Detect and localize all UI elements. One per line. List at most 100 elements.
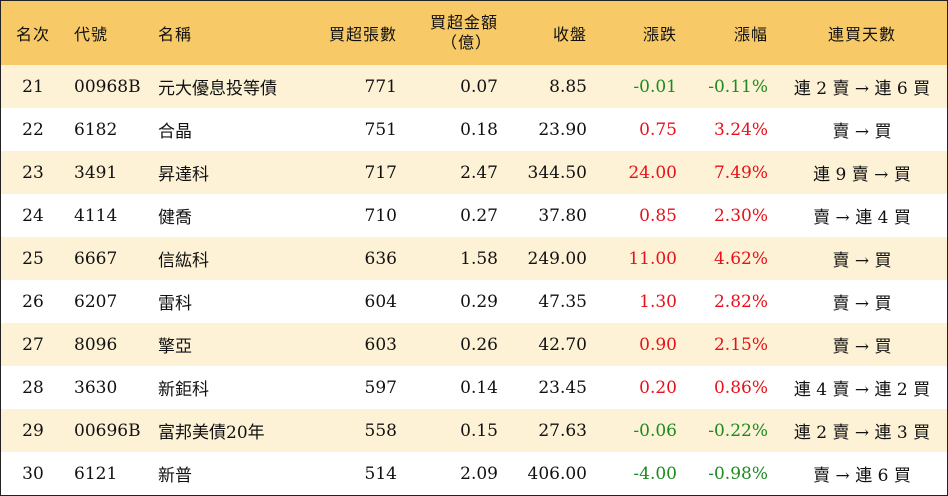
header-name: 名稱 (158, 25, 193, 44)
net-amount-cell: 0.29 (460, 291, 498, 312)
change-pct-cell: -0.11% (708, 76, 768, 97)
net-amount-cell: 0.07 (460, 76, 498, 97)
net-amount-cell: 0.15 (460, 420, 498, 441)
streak-cell: 賣 → 買 (832, 251, 892, 271)
net-lots-cell: 597 (364, 377, 397, 398)
table-row: 26 6207 雷科 604 0.29 47.35 1.30 2.82% 賣 → 買 (1, 280, 947, 323)
net-amount-cell: 0.26 (460, 334, 498, 355)
net-lots-cell: 751 (364, 119, 397, 140)
rank-cell: 21 (22, 76, 44, 97)
rank-cell: 30 (22, 463, 44, 484)
streak-cell: 賣 → 買 (832, 122, 892, 142)
net-lots-cell: 603 (364, 334, 397, 355)
table-row: 30 6121 新普 514 2.09 406.00 -4.00 -0.98% 賣 → 連 6 … (1, 452, 947, 495)
close-cell: 23.45 (538, 377, 587, 398)
net-lots-cell: 514 (364, 463, 397, 484)
header-change-pct: 漲幅 (733, 25, 768, 44)
header-change: 漲跌 (642, 25, 677, 44)
change-cell: -4.00 (633, 463, 677, 484)
name-cell: 雷科 (158, 294, 192, 314)
header-code: 代號 (74, 25, 109, 44)
rank-cell: 24 (22, 205, 44, 226)
net-lots-cell: 604 (364, 291, 397, 312)
change-pct-cell: 3.24% (713, 119, 768, 140)
table-row: 23 3491 昇達科 717 2.47 344.50 24.00 7.49% 連 9 賣 → … (1, 151, 947, 194)
close-cell: 37.80 (538, 205, 587, 226)
streak-cell: 賣 → 買 (832, 294, 892, 314)
net-amount-cell: 0.18 (460, 119, 498, 140)
code-cell: 3630 (74, 377, 118, 398)
header-net-lots: 買超張數 (328, 25, 397, 44)
streak-cell: 連 2 賣 → 連 3 買 (793, 423, 931, 443)
name-cell: 信紘科 (158, 251, 209, 271)
close-cell: 47.35 (538, 291, 587, 312)
table-row: 21 00968B 元大優息投等債 771 0.07 8.85 -0.01 -0.11% 連 2… (1, 65, 947, 108)
rank-cell: 26 (22, 291, 44, 312)
name-cell: 健喬 (158, 208, 192, 228)
rank-cell: 29 (22, 420, 44, 441)
close-cell: 8.85 (549, 76, 587, 97)
table-row: 24 4114 健喬 710 0.27 37.80 0.85 2.30% 賣 → 連 4 買 (1, 194, 947, 237)
table-row: 27 8096 擎亞 603 0.26 42.70 0.90 2.15% 賣 → 買 (1, 323, 947, 366)
streak-cell: 連 2 賣 → 連 6 買 (793, 79, 931, 99)
rank-cell: 27 (22, 334, 44, 355)
code-cell: 8096 (74, 334, 118, 355)
header-close: 收盤 (552, 25, 587, 44)
net-lots-cell: 636 (364, 248, 397, 269)
change-cell: 24.00 (628, 162, 677, 183)
code-cell: 3491 (74, 162, 118, 183)
change-pct-cell: 2.30% (713, 205, 768, 226)
close-cell: 27.63 (538, 420, 587, 441)
close-cell: 249.00 (527, 248, 587, 269)
header-net-amount-unit: （億） (440, 33, 492, 52)
code-cell: 00968B (74, 76, 141, 97)
rank-cell: 25 (22, 248, 44, 269)
net-lots-cell: 717 (364, 162, 397, 183)
streak-cell: 連 4 賣 → 連 2 買 (793, 380, 931, 400)
change-pct-cell: -0.98% (708, 463, 768, 484)
change-cell: 0.20 (639, 377, 677, 398)
table-row: 28 3630 新鉅科 597 0.14 23.45 0.20 0.86% 連 4 賣 → 連 … (1, 366, 947, 409)
table-row: 22 6182 合晶 751 0.18 23.90 0.75 3.24% 賣 → 買 (1, 108, 947, 151)
code-cell: 00696B (74, 420, 141, 441)
change-pct-cell: 2.15% (713, 334, 768, 355)
code-cell: 6182 (74, 119, 118, 140)
net-lots-cell: 771 (364, 76, 397, 97)
header-net-amount: 買超金額 （億） (406, 1, 498, 65)
name-cell: 合晶 (158, 122, 192, 142)
name-cell: 元大優息投等債 (158, 79, 277, 99)
table-row: 25 6667 信紘科 636 1.58 249.00 11.00 4.62% 賣 → 買 (1, 237, 947, 280)
table-header: 名次 代號 名稱 買超張數 買超金額 （億） 收盤 漲跌 漲幅 連買天數 (1, 1, 947, 66)
code-cell: 6207 (74, 291, 118, 312)
change-pct-cell: 2.82% (713, 291, 768, 312)
net-lots-cell: 558 (364, 420, 397, 441)
change-cell: 0.90 (639, 334, 677, 355)
net-amount-cell: 1.58 (460, 248, 498, 269)
header-streak: 連買天數 (827, 25, 896, 44)
streak-cell: 賣 → 買 (832, 337, 892, 357)
change-cell: -0.06 (633, 420, 677, 441)
streak-cell: 賣 → 連 4 買 (813, 208, 911, 228)
close-cell: 42.70 (538, 334, 587, 355)
change-pct-cell: 4.62% (713, 248, 768, 269)
net-amount-cell: 0.27 (460, 205, 498, 226)
header-net-amount-line1: 買超金額 (429, 13, 498, 32)
name-cell: 新普 (158, 466, 192, 486)
net-amount-cell: 2.09 (460, 463, 498, 484)
code-cell: 4114 (74, 205, 118, 226)
table-row: 29 00696B 富邦美債20年 558 0.15 27.63 -0.06 -0.22% 連 … (1, 409, 947, 452)
streak-cell: 賣 → 連 6 買 (813, 466, 911, 486)
name-cell: 昇達科 (158, 165, 209, 185)
streak-cell: 連 9 賣 → 買 (813, 165, 911, 185)
header-rank: 名次 (15, 25, 50, 44)
close-cell: 344.50 (527, 162, 587, 183)
change-cell: 11.00 (628, 248, 677, 269)
net-lots-cell: 710 (364, 205, 397, 226)
code-cell: 6121 (74, 463, 118, 484)
code-cell: 6667 (74, 248, 118, 269)
rank-cell: 23 (22, 162, 44, 183)
change-cell: 0.85 (639, 205, 677, 226)
rank-cell: 22 (22, 119, 44, 140)
change-pct-cell: 7.49% (713, 162, 768, 183)
